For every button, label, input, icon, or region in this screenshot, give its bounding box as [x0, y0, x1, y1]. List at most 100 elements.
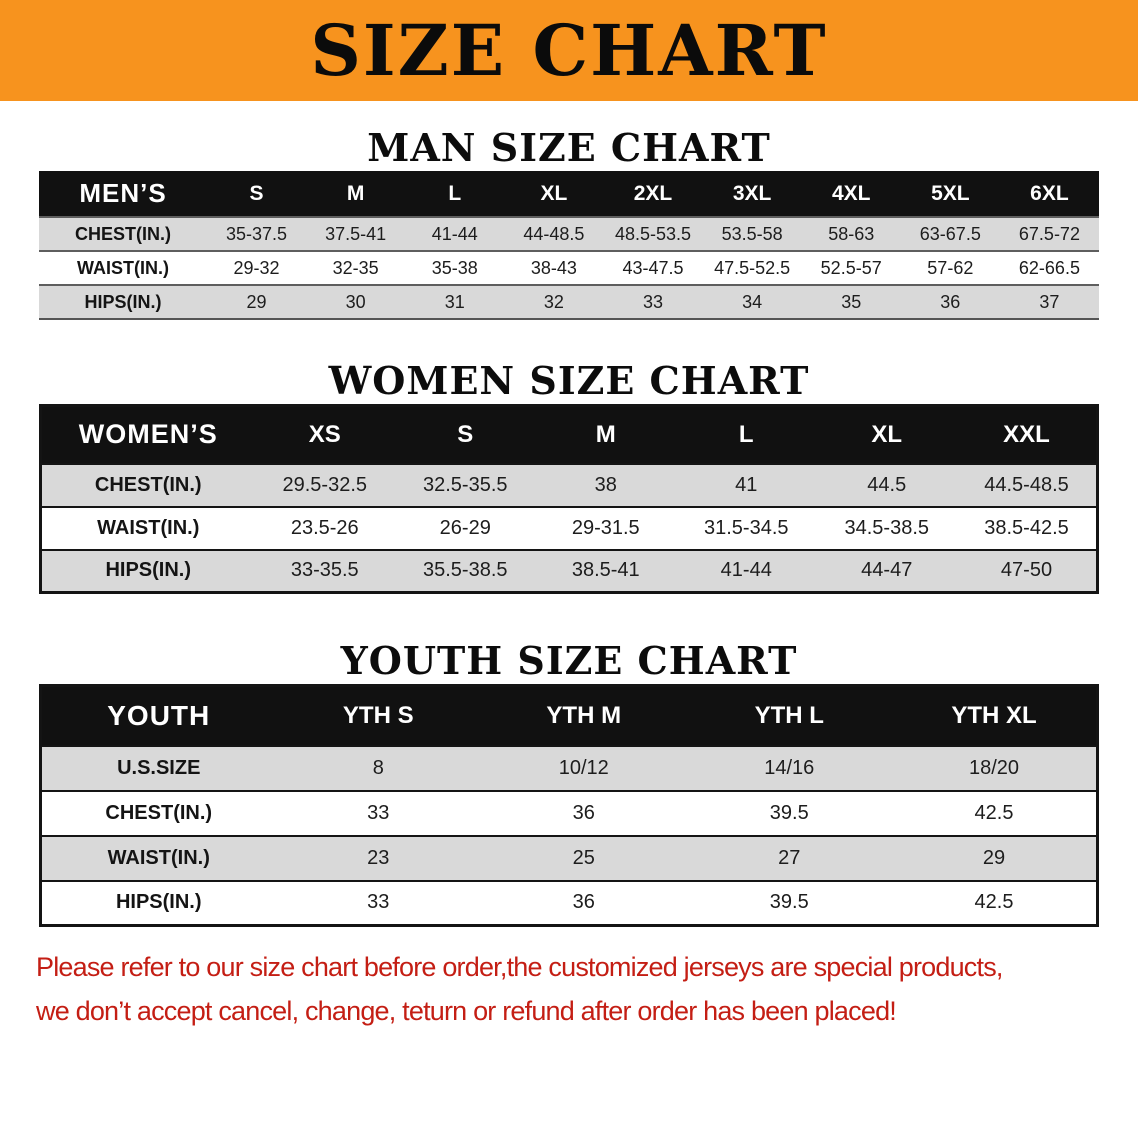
size-column-header: YTH S: [275, 685, 481, 746]
size-column-header: XL: [504, 171, 604, 217]
measurement-value: 29: [982, 846, 1006, 869]
measurement-value: 35.5-38.5: [422, 559, 508, 582]
measurement-value: 52.5-57: [820, 257, 882, 278]
measurement-value: 38-43: [530, 257, 577, 278]
measurement-value: 18/20: [968, 756, 1020, 779]
measurement-label: HIPS(IN.): [115, 891, 202, 914]
measurement-row: HIPS(IN.) 29 30 31 32 33 34 35 36 37: [39, 285, 1099, 319]
table-header-row: MEN’S S M L XL 2XL 3XL 4XL 5XL 6XL: [39, 171, 1099, 217]
size-chart-banner: SIZE CHART: [0, 0, 1138, 101]
measurement-value: 32-35: [332, 257, 379, 278]
measurement-value: 27: [778, 846, 801, 869]
measurement-value: 41: [735, 473, 758, 496]
measurement-value: 33-35.5: [290, 559, 359, 582]
measurement-value: 63-67.5: [919, 223, 981, 244]
measurement-value: 30: [345, 291, 366, 312]
measurement-value: 67.5-72: [1018, 223, 1080, 244]
size-column-header: YTH XL: [892, 685, 1098, 746]
measurement-value: 38.5-41: [571, 559, 640, 582]
measurement-value: 33: [642, 291, 663, 312]
measurement-value: 29-31.5: [571, 516, 640, 539]
measurement-value: 43-47.5: [622, 257, 684, 278]
measurement-value: 31.5-34.5: [703, 516, 789, 539]
measurement-value: 42.5: [974, 891, 1014, 914]
measurement-row: WAIST(IN.) 23 25 27 29: [40, 835, 1098, 881]
measurement-label: CHEST(IN.): [75, 223, 171, 244]
measurement-label: CHEST(IN.): [105, 801, 213, 824]
measurement-label: WAIST(IN.): [107, 846, 210, 869]
measurement-value: 44-47: [861, 559, 913, 582]
measurement-value: 34: [742, 291, 763, 312]
measurement-value: 44-48.5: [523, 223, 585, 244]
measurement-value: 33: [367, 891, 390, 914]
measurement-value: 38: [594, 473, 617, 496]
measurement-value: 58-63: [828, 223, 875, 244]
measurement-label: U.S.SIZE: [117, 756, 201, 779]
measurement-value: 35-37.5: [226, 223, 288, 244]
measurement-row: WAIST(IN.) 29-32 32-35 35-38 38-43 43-47.5 47.…: [39, 251, 1099, 285]
women-size-table: WOMEN’S XS S M L XL XXL CHEST(IN.) 29.5-32.5 32.5…: [39, 404, 1099, 594]
man-section-heading: MAN SIZE CHART: [367, 125, 771, 170]
size-column-header: M: [535, 405, 676, 464]
measurement-label: HIPS(IN.): [84, 291, 162, 312]
measurement-value: 34.5-38.5: [844, 516, 929, 539]
measurement-value: 8: [372, 756, 384, 779]
measurement-row: CHEST(IN.) 33 36 39.5 42.5: [40, 790, 1098, 836]
table-header-row: WOMEN’S XS S M L XL XXL: [40, 405, 1098, 464]
measurement-value: 47.5-52.5: [714, 257, 791, 278]
size-column-header: L: [676, 405, 817, 464]
measurement-value: 31: [444, 291, 465, 312]
measurement-value: 48.5-53.5: [614, 223, 692, 244]
measurement-value: 23: [367, 846, 390, 869]
size-column-header: XS: [254, 405, 395, 464]
measurement-value: 33: [367, 801, 390, 824]
measurement-value: 14/16: [764, 756, 815, 779]
measurement-value: 32: [543, 291, 564, 312]
youth-size-table: YOUTH YTH S YTH M YTH L YTH XL U.S.SIZE 8 10/12…: [39, 684, 1099, 927]
measurement-value: 25: [572, 846, 595, 869]
measurement-value: 26-29: [439, 516, 491, 539]
youth-size-section: YOUTH SIZE CHART YOUTH YTH S YTH M YTH L YTH…: [0, 638, 1138, 927]
measurement-label: WAIST(IN.): [97, 516, 200, 539]
measurement-value: 36: [572, 891, 595, 914]
measurement-value: 62-66.5: [1018, 257, 1080, 278]
table-group-label: YOUTH: [40, 685, 276, 746]
measurement-value: 29: [246, 291, 267, 312]
measurement-value: 36: [940, 291, 961, 312]
women-size-section: WOMEN SIZE CHART WOMEN’S XS S M L XL XXL CHEST(…: [0, 358, 1138, 594]
measurement-row: CHEST(IN.) 35-37.5 37.5-41 41-44 44-48.5 48.5…: [39, 217, 1099, 251]
size-column-header: YTH L: [686, 685, 892, 746]
measurement-value: 44.5-48.5: [984, 473, 1069, 496]
size-column-header: XXL: [957, 405, 1098, 464]
measurement-value: 37: [1039, 291, 1060, 312]
table-header-row: YOUTH YTH S YTH M YTH L YTH XL: [40, 685, 1098, 746]
measurement-row: HIPS(IN.) 33 36 39.5 42.5: [40, 880, 1098, 926]
women-section-heading: WOMEN SIZE CHART: [328, 358, 810, 403]
size-column-header: XL: [816, 405, 957, 464]
measurement-label: CHEST(IN.): [94, 473, 202, 496]
measurement-value: 35: [841, 291, 862, 312]
man-size-section: MAN SIZE CHART MEN’S S M L XL 2XL 3XL 4XL 5XL 6XL…: [0, 125, 1138, 320]
disclaimer-note: Please refer to our size chart before or…: [36, 945, 1102, 1033]
measurement-label: HIPS(IN.): [105, 559, 192, 582]
measurement-value: 38.5-42.5: [984, 516, 1069, 539]
size-column-header: 4XL: [801, 171, 901, 217]
measurement-value: 57-62: [927, 257, 974, 278]
size-column-header: 3XL: [702, 171, 802, 217]
measurement-value: 53.5-58: [721, 223, 783, 244]
measurement-value: 42.5: [974, 801, 1014, 824]
measurement-value: 47-50: [1000, 559, 1053, 582]
measurement-value: 23.5-26: [290, 516, 359, 539]
size-column-header: S: [395, 405, 536, 464]
measurement-label: WAIST(IN.): [77, 257, 169, 278]
measurement-value: 44.5: [867, 473, 907, 496]
table-group-label: WOMEN’S: [40, 405, 255, 464]
youth-section-heading: YOUTH SIZE CHART: [340, 638, 798, 683]
measurement-row: U.S.SIZE 8 10/12 14/16 18/20: [40, 745, 1098, 791]
measurement-row: WAIST(IN.) 23.5-26 26-29 29-31.5 31.5-34.5 34…: [40, 506, 1098, 550]
measurement-value: 35-38: [431, 257, 478, 278]
measurement-value: 29-32: [233, 257, 280, 278]
size-column-header: 5XL: [900, 171, 1000, 217]
size-column-header: S: [207, 171, 307, 217]
measurement-value: 36: [572, 801, 595, 824]
